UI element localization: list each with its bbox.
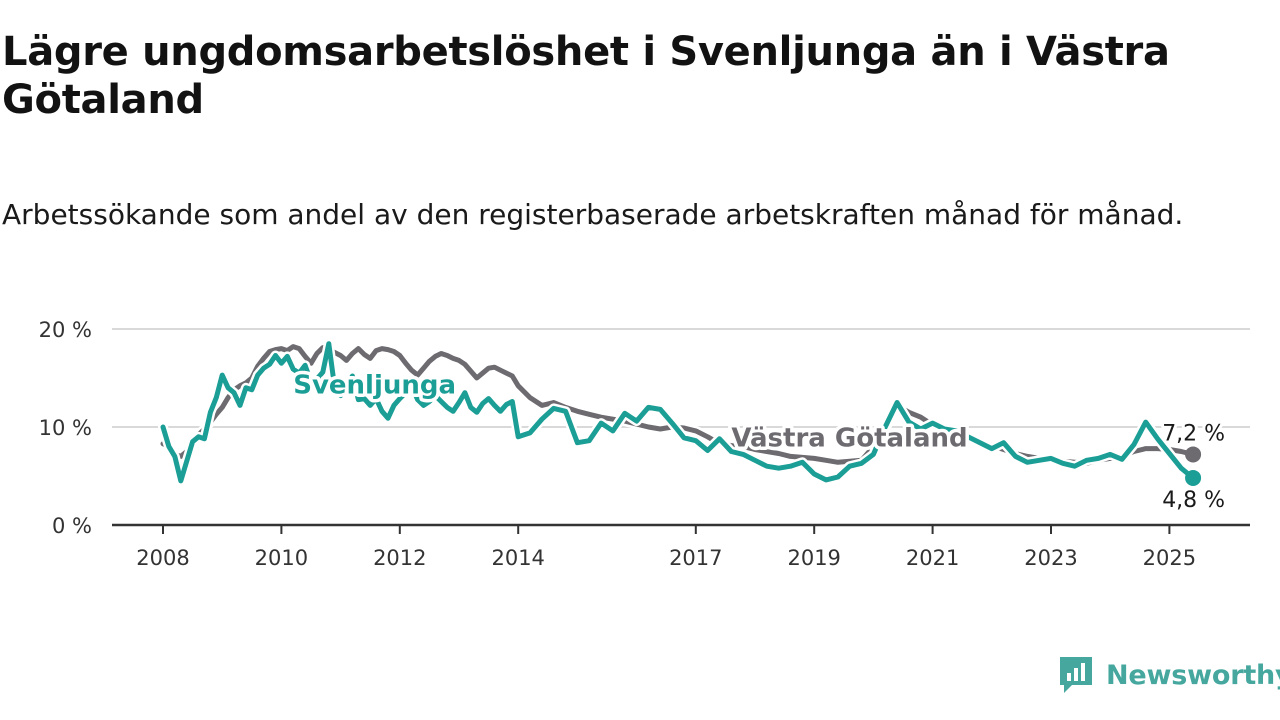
series-label-halo: Västra Götaland [731, 424, 967, 454]
x-tick-label: 2014 [491, 546, 544, 570]
x-tick-label: 2017 [669, 546, 722, 570]
x-tick-label: 2012 [373, 546, 426, 570]
brand-name: Newsworthy [1106, 659, 1280, 691]
end-value-label-halo: 4,8 % [1162, 488, 1225, 513]
x-tick-label: 2021 [906, 546, 959, 570]
series-end-point [1185, 469, 1202, 486]
end-value-label: 7,2 % [1162, 421, 1225, 446]
series-end-point [1185, 446, 1202, 463]
x-tick-label: 2025 [1143, 546, 1196, 570]
chart-title: Lägre ungdomsarbetslöshet i Svenljunga ä… [2, 29, 1170, 123]
y-tick-label: 20 % [39, 318, 92, 342]
series-line-halo [158, 341, 1199, 469]
chart-subtitle: Arbetssökande som andel av den registerb… [2, 198, 1184, 231]
series-label: Västra Götaland [731, 424, 967, 454]
grid-lines [112, 328, 1250, 428]
x-tick-label: 2023 [1024, 546, 1077, 570]
series-line [160, 341, 1196, 484]
series-line [160, 344, 1196, 466]
end-value-label: 4,8 % [1162, 488, 1225, 513]
y-tick-label: 10 % [39, 416, 92, 440]
y-tick-label: 0 % [52, 514, 92, 538]
series-lines [158, 338, 1202, 486]
series-label: Svenljunga [293, 371, 456, 401]
x-tick-label: 2010 [255, 546, 308, 570]
x-tick-label: 2008 [136, 546, 189, 570]
axes: 0 % 10 % 20 % 2008 2010 2012 2014 2017 2019 2021 2… [39, 318, 1250, 570]
x-tick-label: 2019 [787, 546, 840, 570]
newsworthy-logo-icon [1060, 657, 1092, 693]
series-label-halo: Svenljunga [293, 371, 456, 401]
newsworthy-logo: Newsworthy [1058, 654, 1280, 696]
end-value-label-halo: 7,2 % [1162, 421, 1225, 446]
